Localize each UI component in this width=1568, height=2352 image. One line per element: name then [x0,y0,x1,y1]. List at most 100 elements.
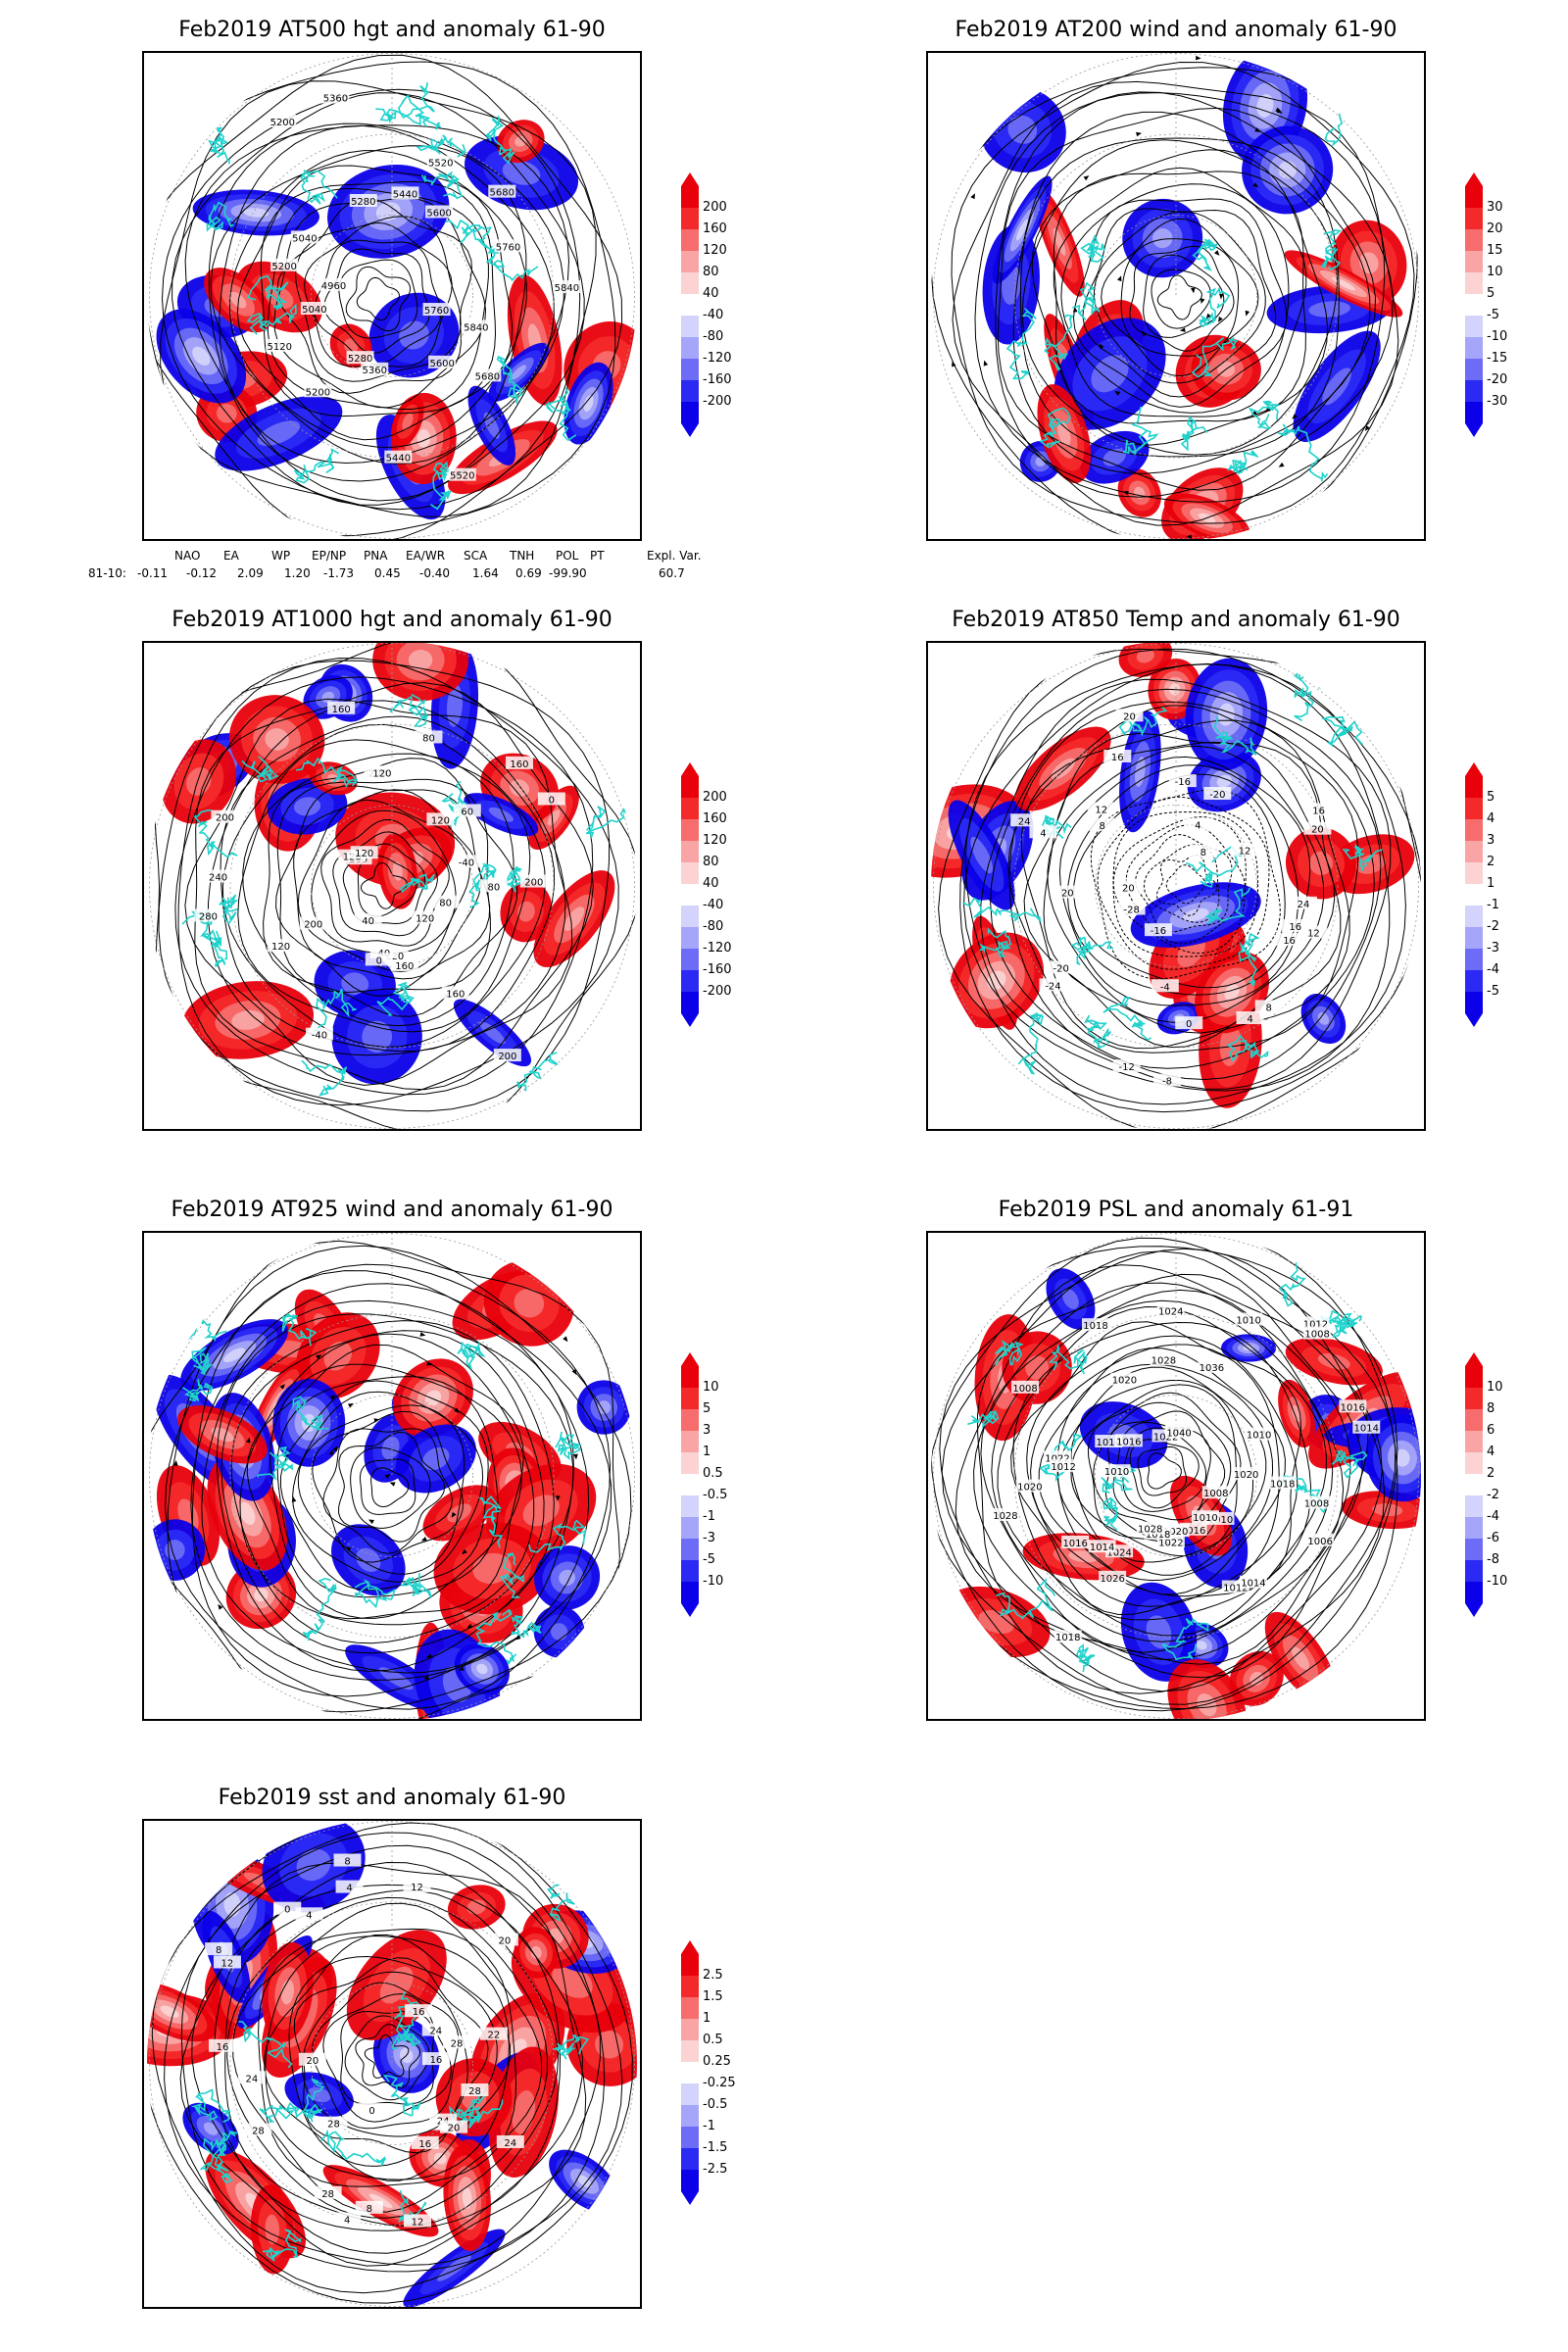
coastline [262,2229,302,2262]
coastline [994,1340,1024,1366]
warm-anomaly [514,1289,545,1318]
warm-anomaly [280,1980,295,2005]
contour-label-bg [453,804,481,817]
contour-label: 5280 [351,197,375,208]
contour-label: 1008 [1304,1499,1329,1510]
contour-line [147,61,616,537]
contour-label: 1014 [1097,1438,1121,1448]
colorbar-bottom-arrow [681,2191,699,2205]
warm-anomaly [512,2089,536,2134]
contour-label: 12 [221,1958,234,1969]
contour-label-bg [494,239,522,253]
coastline [376,981,415,1016]
cold-anomaly [257,420,301,447]
coastline [212,2130,238,2173]
contour-label-bg [1110,1372,1139,1386]
contour-label: 5440 [386,454,411,465]
colorbar-tick-label: -8 [1487,1552,1499,1567]
coastline [1076,1643,1096,1673]
contour-label: 5120 [268,342,292,353]
contour-label: 1018 [1055,1633,1080,1643]
contour-label-bg [1198,1359,1226,1373]
map-at500-hgt: 5840 5760 5680 5600 5520 5440 5360 5280 5200 5120… [142,51,642,541]
wind-arrow [1275,107,1282,113]
wind-arrow [1278,462,1285,467]
contour-label-bg [1189,844,1217,858]
coastline [977,1643,1000,1684]
contour-label: 8 [1100,821,1105,832]
contour-label-bg [415,730,443,744]
contour-label-bg [390,957,418,971]
contour-line [172,92,585,506]
colorbar-tick-label: 10 [1487,265,1503,279]
colorbar-swatch [1465,251,1483,272]
colorbar-tick-label: -5 [1487,308,1499,322]
colorbar-svg [681,172,699,437]
contour-label: 24 [245,2074,258,2084]
contour-label-bg [1168,774,1197,788]
contour-line [1087,1392,1242,1546]
at925-map-svg [147,1233,637,1719]
coastline [219,894,238,925]
colorbar-tick-label: -2 [1487,1488,1499,1502]
colorbar-tick-label: -120 [703,351,732,366]
colorbar-tick-label: 0.5 [703,1466,723,1481]
contour-label: 240 [209,873,227,884]
map-psl: 1008 1006 1008 1010 1010 1012 1014 1016 1020 1022… [926,1231,1426,1721]
coastline [553,2034,590,2060]
at1000-map-svg: 8080120160200160120400-40402001202802402… [149,643,637,1129]
colorbar-tick-label: -200 [703,394,732,409]
cold-anomaly [1308,301,1350,318]
wind-arrow [573,1453,578,1460]
colorbar-tick-label: 120 [703,833,727,848]
cold-anomaly [223,1891,241,1917]
contour-label-bg [426,812,455,826]
coastline [241,756,279,783]
contour-label-bg [368,765,396,779]
wind-arrow [332,1446,338,1452]
colorbar-swatch [681,251,699,272]
contour-label: 80 [487,882,500,893]
contour-label: 5200 [270,118,295,128]
contour-line [332,831,438,937]
latitude-circle [311,215,473,377]
warm-anomaly [1372,1503,1403,1517]
contour-label-bg [213,1955,241,1969]
contour-label: 28 [468,2086,481,2097]
coastline [398,2189,427,2225]
coastline [430,461,452,511]
contour-label-bg [493,1049,521,1062]
contour-label-bg [299,916,327,930]
colorbar-at925: 10 5 3 1 0.5 -0.5 -1 -3 -5 -10 [681,1352,760,1623]
wind-arrow [1292,414,1298,419]
colorbar-tick-label: 30 [1487,200,1503,215]
coastline [546,1883,575,1922]
colorbar-tick-label: -0.5 [703,1488,728,1502]
contour-label-bg [1029,825,1057,839]
contour-label-bg [1151,979,1179,993]
wind-arrow [245,1437,251,1444]
contour-label: 1016 [1116,1437,1141,1447]
contour-line [1112,816,1247,955]
wind-arrow [422,1675,429,1681]
colorbar-swatch [681,906,699,927]
contour-label-bg [519,874,548,888]
index-value-eawr: 0.45 [374,566,401,580]
contour-label: 1010 [1247,1431,1271,1442]
index-value-nao: -0.11 [137,566,169,580]
contour-label: 16 [217,2042,229,2053]
contour-label-bg [391,186,419,200]
contour-label: 4 [1195,820,1200,831]
contour-label: 1018 [1146,1530,1170,1541]
contour-line [338,1431,446,1543]
contour-label: 16 [1312,806,1325,816]
colorbar-tick-label: 2 [1487,1466,1495,1481]
contour-label: 1010 [1208,1515,1233,1526]
colorbar-swatch [681,1409,699,1431]
colorbar-tick-label: -160 [703,962,732,977]
coastline [190,2088,231,2124]
contour-label: 160 [446,989,465,1000]
contour-label: 5360 [363,366,387,376]
warm-anomaly [1056,420,1071,447]
wind-arrow [571,1368,577,1375]
